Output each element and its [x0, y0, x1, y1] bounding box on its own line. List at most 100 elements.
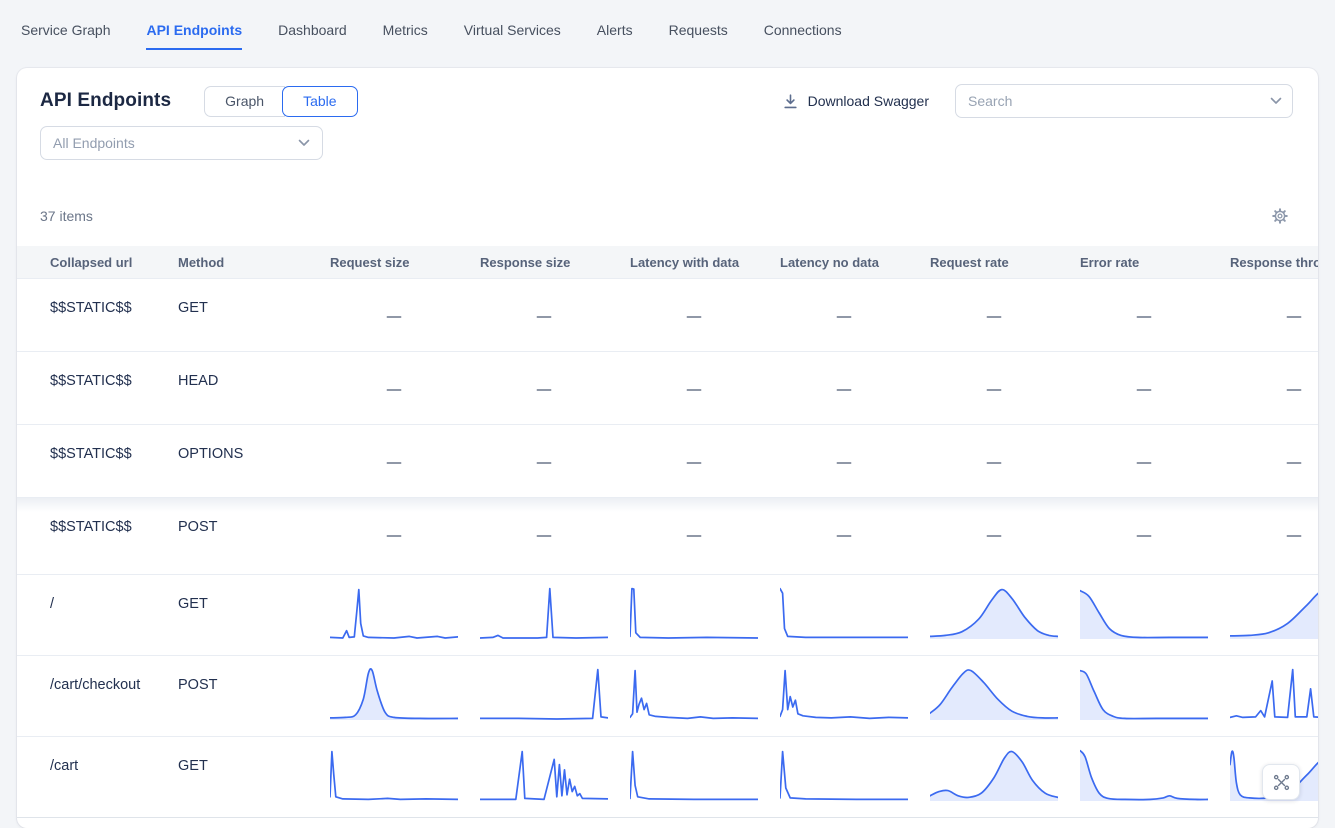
empty-metric-placeholder: — [686, 382, 702, 398]
page-title: API Endpoints [40, 90, 172, 111]
column-header-latency-with-data: Latency with data [630, 254, 740, 270]
metric-error-rate: — [1080, 498, 1230, 574]
endpoint-url: $$STATIC$$ [50, 300, 132, 316]
metric-latency-with-data [630, 737, 780, 817]
endpoint-method: GET [178, 300, 208, 316]
table-row[interactable]: $$STATIC$$ GET — — — — — — — [17, 278, 1318, 351]
nav-item-dashboard[interactable]: Dashboard [278, 22, 347, 38]
graph-view-button[interactable]: Graph [204, 85, 286, 117]
metric-request-size [330, 737, 480, 817]
nav-item-api-endpoints[interactable]: API Endpoints [146, 0, 243, 50]
metric-request-rate [930, 656, 1080, 736]
nav-item-service-graph[interactable]: Service Graph [21, 22, 111, 38]
empty-metric-placeholder: — [386, 309, 402, 325]
column-header-method: Method [178, 254, 225, 270]
metric-response-throughput: — [1230, 352, 1318, 424]
endpoint-method: HEAD [178, 373, 219, 389]
column-header-response-size: Response size [480, 254, 571, 270]
table-row[interactable]: $$STATIC$$ HEAD — — — — — — — [17, 351, 1318, 424]
column-header-request-rate: Request rate [930, 254, 1009, 270]
metric-request-size: — [330, 279, 480, 351]
nav-item-connections[interactable]: Connections [763, 22, 842, 38]
metric-response-throughput [1230, 575, 1318, 655]
empty-metric-placeholder: — [1136, 455, 1152, 471]
metric-latency-with-data: — [630, 425, 780, 497]
empty-metric-placeholder: — [1286, 382, 1302, 398]
empty-metric-placeholder: — [686, 528, 702, 544]
sparkline-chart [1080, 589, 1208, 639]
metric-response-size: — [480, 425, 630, 497]
empty-metric-placeholder: — [536, 382, 552, 398]
empty-metric-placeholder: — [986, 309, 1002, 325]
empty-metric-placeholder: — [1136, 382, 1152, 398]
table-toolbar: 37 items [17, 206, 1318, 226]
metric-request-rate [930, 575, 1080, 655]
sparkline-chart [480, 750, 608, 801]
nav-item-requests[interactable]: Requests [668, 22, 728, 38]
table-row[interactable]: / GET [17, 574, 1318, 655]
metric-response-size: — [480, 279, 630, 351]
expand-button[interactable] [1262, 764, 1300, 800]
nav-item-alerts[interactable]: Alerts [596, 22, 633, 38]
sparkline-chart [780, 750, 908, 801]
sparkline-chart [630, 750, 758, 801]
endpoint-url: /cart [50, 758, 79, 774]
expand-icon [1273, 774, 1289, 790]
sparkline-chart [930, 588, 1058, 639]
metric-latency-no-data: — [780, 425, 930, 497]
table-row[interactable]: /cart GET [17, 736, 1318, 817]
endpoints-table: Collapsed url Method Request size Response … [17, 246, 1318, 828]
top-nav: Service Graph API Endpoints Dashboard Metri… [0, 0, 1335, 50]
sparkline-chart [1230, 592, 1318, 639]
search-combo [955, 84, 1293, 118]
endpoint-url: $$STATIC$$ [50, 446, 132, 462]
metric-response-size [480, 737, 630, 817]
empty-metric-placeholder: — [386, 455, 402, 471]
endpoint-url: / [50, 596, 55, 612]
metric-response-size: — [480, 498, 630, 574]
metric-request-rate: — [930, 279, 1080, 351]
sparkline-chart [330, 588, 458, 639]
sparkline-chart [1080, 749, 1208, 801]
empty-metric-placeholder: — [1136, 528, 1152, 544]
table-settings-button[interactable] [1271, 207, 1289, 225]
metric-request-rate [930, 737, 1080, 817]
nav-item-virtual-services[interactable]: Virtual Services [463, 22, 561, 38]
table-view-button[interactable]: Table [282, 85, 358, 117]
card-header: API Endpoints Graph Table Download Swagg… [17, 68, 1318, 118]
metric-latency-no-data [780, 737, 930, 817]
metric-response-throughput: — [1230, 425, 1318, 497]
endpoint-method: POST [178, 519, 218, 535]
api-endpoints-card: API Endpoints Graph Table Download Swagg… [17, 68, 1318, 828]
metric-request-size: — [330, 352, 480, 424]
download-icon [783, 93, 797, 108]
metric-response-size [480, 656, 630, 736]
column-header-latency-no-data: Latency no data [780, 254, 879, 270]
metric-request-size: — [330, 425, 480, 497]
endpoint-filter-select[interactable]: All Endpoints [40, 126, 323, 160]
metric-error-rate [1080, 575, 1230, 655]
metric-latency-no-data [780, 656, 930, 736]
sparkline-chart [780, 669, 908, 720]
metric-request-rate: — [930, 425, 1080, 497]
empty-metric-placeholder: — [836, 455, 852, 471]
next-row-partial [17, 817, 1318, 828]
search-input[interactable] [955, 84, 1293, 118]
metric-request-rate: — [930, 352, 1080, 424]
metric-request-size [330, 575, 480, 655]
gear-icon [1272, 208, 1288, 224]
metric-latency-with-data: — [630, 279, 780, 351]
metric-latency-no-data: — [780, 498, 930, 574]
download-swagger-button[interactable]: Download Swagger [782, 93, 929, 110]
table-row[interactable]: /cart/checkout POST [17, 655, 1318, 736]
chevron-down-icon [298, 139, 310, 146]
endpoint-url: /cart/checkout [50, 677, 141, 693]
empty-metric-placeholder: — [1286, 309, 1302, 325]
sparkline-chart [1080, 669, 1208, 720]
nav-item-metrics[interactable]: Metrics [382, 22, 428, 38]
column-header-request-size: Request size [330, 254, 410, 270]
table-row[interactable]: $$STATIC$$ OPTIONS — — — — — — — [17, 424, 1318, 497]
endpoint-method: GET [178, 758, 208, 774]
table-row[interactable]: $$STATIC$$ POST — — — — — — — [17, 497, 1318, 574]
